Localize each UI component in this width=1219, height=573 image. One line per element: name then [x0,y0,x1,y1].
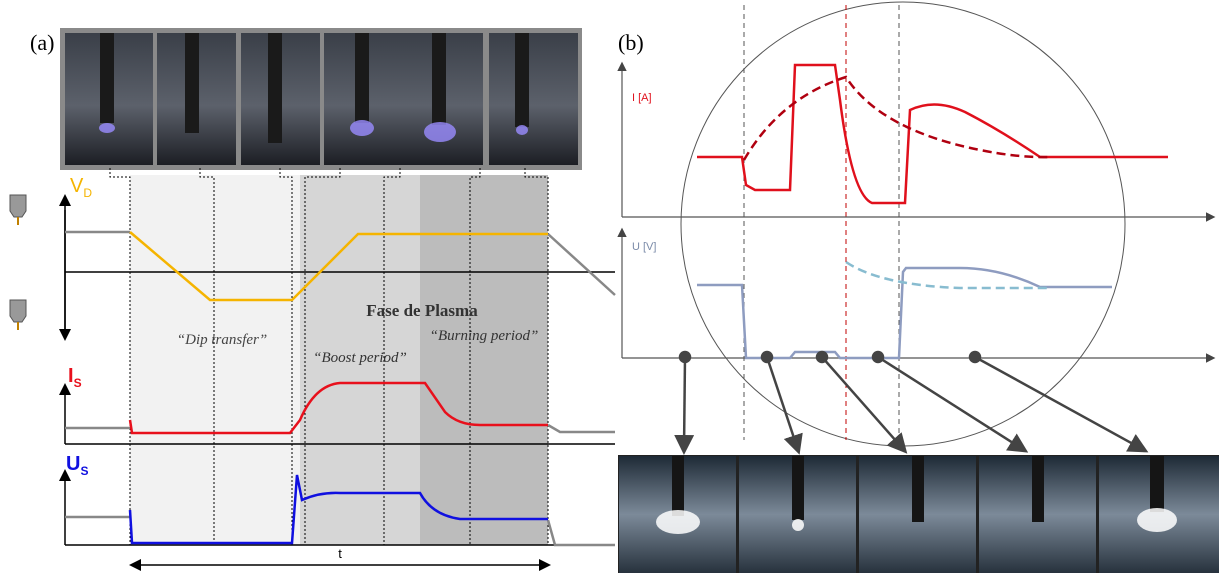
annotation: “Burning period” [430,328,539,344]
label-part: V [70,175,84,197]
photo-strip [60,28,582,170]
label-part: S [80,464,88,478]
axis-label: I [A] [632,92,652,104]
photo-strip-b [618,455,1219,573]
figure: (a) VD IS US “Dip transfer” Fase de Plas… [0,0,1219,573]
panel-label: (b) [618,30,644,55]
waveforms-b [697,65,1168,358]
time-label: t [338,546,342,561]
torch-icons [10,195,26,330]
annotation: “Dip transfer” [177,332,267,348]
zoom-circle [681,2,1125,446]
pointer-arrows [680,352,1144,450]
label-part: D [83,186,92,200]
panel-label: (a) [30,30,54,55]
label-part: U [66,453,80,475]
axis-label: VD [70,175,92,200]
axis-label: U [V] [632,241,656,253]
axis-label: IS [68,365,82,390]
axis-label: US [66,453,88,478]
label-part: S [74,376,82,390]
markers-b [744,5,899,440]
annotation: “Boost period” [313,350,407,366]
annotation: Fase de Plasma [366,301,478,320]
